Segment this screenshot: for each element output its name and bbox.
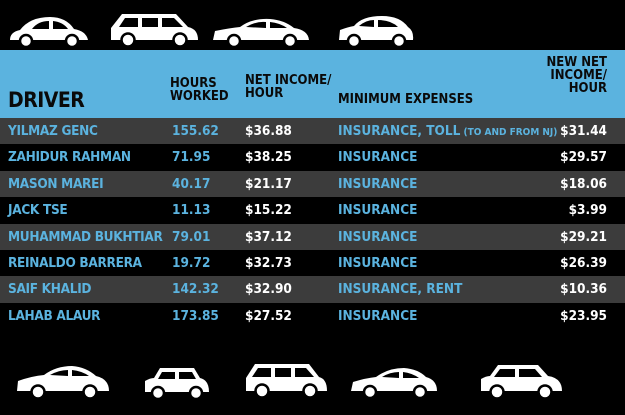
expenses: INSURANCE — [338, 254, 418, 271]
table-header: DRIVER HOURS WORKED NET INCOME/ HOUR MIN… — [0, 50, 625, 118]
net-income: $32.73 — [245, 254, 292, 271]
table-row: SAIF KHALID 142.32 $32.90 INSURANCE, REN… — [0, 276, 625, 303]
new-net-income: $23.95 — [560, 307, 607, 324]
net-income: $32.90 — [245, 281, 292, 298]
table-row: REINALDO BARRERA 19.72 $32.73 INSURANCE … — [0, 249, 625, 277]
crossover-car-icon — [481, 365, 562, 400]
table-row: YILMAZ GENC 155.62 $36.88 INSURANCE, TOL… — [0, 118, 625, 145]
new-net-income: $26.39 — [560, 254, 607, 271]
header-hours-worked: HOURS WORKED — [170, 77, 229, 103]
sedan-car-icon — [213, 18, 309, 48]
beetle-car-icon — [10, 17, 88, 48]
header-income-line1: NET INCOME/ — [245, 73, 332, 88]
new-net-income: $3.99 — [568, 202, 607, 219]
driver-name: LAHAB ALAUR — [8, 307, 101, 324]
header-minimum-expenses: MINIMUM EXPENSES — [338, 92, 474, 107]
expenses: INSURANCE — [338, 175, 418, 192]
expenses: INSURANCE, RENT — [338, 281, 463, 298]
table-row: ZAHIDUR RAHMAN 71.95 $38.25 INSURANCE $2… — [0, 144, 625, 171]
header-income-line2: HOUR — [245, 86, 284, 101]
header-hours-line1: HOURS — [170, 76, 217, 91]
hours-worked: 19.72 — [172, 254, 211, 271]
header-new-line1: NEW NET — [546, 55, 607, 70]
hours-worked: 11.13 — [172, 202, 211, 219]
table-row: JACK TSE 11.13 $15.22 INSURANCE $3.99 — [0, 197, 625, 224]
driver-name: MASON MAREI — [8, 175, 104, 192]
expenses-note: (TO AND FROM NJ) — [460, 127, 558, 138]
net-income: $38.25 — [245, 149, 292, 166]
net-income: $15.22 — [245, 202, 292, 219]
sedan-car-icon — [351, 368, 437, 400]
new-net-income: $29.21 — [560, 228, 607, 245]
header-net-income: NET INCOME/ HOUR — [245, 74, 331, 100]
new-net-income: $18.06 — [560, 175, 607, 192]
hours-worked: 155.62 — [172, 123, 219, 139]
driver-name: MUHAMMAD BUKHTIAR — [8, 228, 163, 245]
table-row: LAHAB ALAUR 173.85 $27.52 INSURANCE $23.… — [0, 302, 625, 330]
hours-worked: 71.95 — [172, 149, 211, 166]
net-income: $37.12 — [245, 228, 292, 245]
header-new-line2: INCOME/ — [550, 68, 607, 83]
mini-car-icon — [145, 368, 209, 400]
expenses-main: INSURANCE, TOLL — [338, 123, 461, 139]
sedan-car-icon — [17, 366, 109, 400]
expenses: INSURANCE — [338, 228, 418, 245]
hatchback-car-icon — [339, 16, 414, 48]
new-net-income: $29.57 — [560, 149, 607, 166]
driver-name: YILMAZ GENC — [8, 123, 98, 139]
suv-car-icon — [246, 364, 327, 399]
driver-name: JACK TSE — [8, 202, 68, 219]
expenses: INSURANCE — [338, 202, 418, 219]
hours-worked: 40.17 — [172, 175, 211, 192]
header-new-net-income: NEW NET INCOME/ HOUR — [546, 56, 607, 95]
header-hours-line2: WORKED — [170, 89, 229, 104]
expenses: INSURANCE — [338, 307, 418, 324]
expenses: INSURANCE, TOLL (TO AND FROM NJ) — [338, 118, 557, 144]
bottom-car-icons — [0, 358, 625, 408]
driver-name: REINALDO BARRERA — [8, 254, 142, 271]
drivers-table: YILMAZ GENC 155.62 $36.88 INSURANCE, TOL… — [0, 118, 625, 330]
table-row: MASON MAREI 40.17 $21.17 INSURANCE $18.0… — [0, 170, 625, 198]
net-income: $36.88 — [245, 123, 292, 139]
net-income: $21.17 — [245, 175, 292, 192]
net-income: $27.52 — [245, 307, 292, 324]
header-driver: DRIVER — [8, 88, 85, 112]
suv-car-icon — [111, 14, 198, 48]
hours-worked: 142.32 — [172, 281, 219, 298]
hours-worked: 173.85 — [172, 307, 219, 324]
expenses: INSURANCE — [338, 149, 418, 166]
new-net-income: $31.44 — [560, 123, 607, 139]
table-row: MUHAMMAD BUKHTIAR 79.01 $37.12 INSURANCE… — [0, 223, 625, 250]
driver-name: ZAHIDUR RAHMAN — [8, 149, 131, 166]
top-car-icons — [0, 0, 625, 50]
hours-worked: 79.01 — [172, 228, 211, 245]
new-net-income: $10.36 — [560, 281, 607, 298]
driver-name: SAIF KHALID — [8, 281, 92, 298]
header-new-line3: HOUR — [568, 81, 607, 96]
